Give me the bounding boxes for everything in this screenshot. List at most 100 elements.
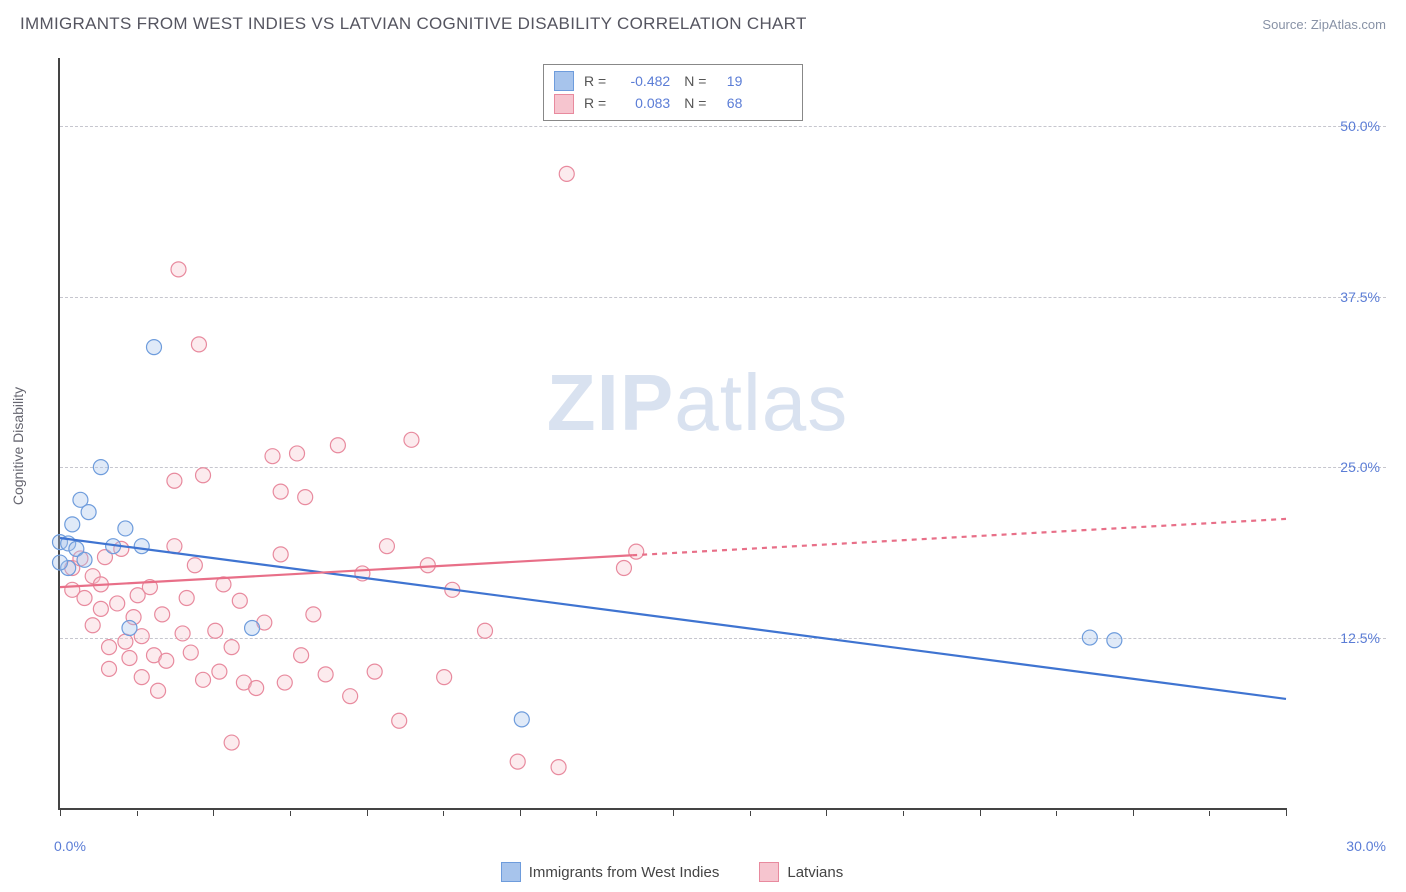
scatter-point	[404, 432, 419, 447]
scatter-point	[306, 607, 321, 622]
scatter-point	[379, 539, 394, 554]
scatter-point	[122, 621, 137, 636]
scatter-point	[551, 760, 566, 775]
legend-r-value: 0.083	[612, 92, 670, 114]
scatter-point	[1107, 633, 1122, 648]
scatter-point	[77, 591, 92, 606]
scatter-point	[118, 521, 133, 536]
scatter-point	[179, 591, 194, 606]
legend-n-label: N =	[684, 92, 706, 114]
scatter-point	[196, 468, 211, 483]
scatter-point	[616, 561, 631, 576]
scatter-point	[294, 648, 309, 663]
y-axis-label: Cognitive Disability	[10, 387, 26, 505]
legend-swatch-pink	[759, 862, 779, 882]
scatter-point	[167, 473, 182, 488]
x-axis-min-label: 0.0%	[54, 838, 86, 854]
scatter-point	[290, 446, 305, 461]
scatter-point	[265, 449, 280, 464]
scatter-point	[478, 623, 493, 638]
scatter-point	[367, 664, 382, 679]
legend-r-label: R =	[584, 70, 606, 92]
x-axis-max-label: 30.0%	[1346, 838, 1386, 854]
legend-n-label: N =	[684, 70, 706, 92]
legend-swatch-blue	[554, 71, 574, 91]
scatter-point	[187, 558, 202, 573]
legend-item: Immigrants from West Indies	[501, 862, 720, 882]
scatter-point	[232, 593, 247, 608]
legend-label: Immigrants from West Indies	[529, 864, 720, 881]
y-tick-label: 12.5%	[1340, 630, 1380, 646]
scatter-point	[151, 683, 166, 698]
source-attribution: Source: ZipAtlas.com	[1262, 17, 1386, 32]
scatter-point	[110, 596, 125, 611]
scatter-point	[1082, 630, 1097, 645]
legend-r-label: R =	[584, 92, 606, 114]
trend-line	[60, 555, 632, 587]
scatter-point	[298, 490, 313, 505]
scatter-point	[122, 651, 137, 666]
scatter-point	[245, 621, 260, 636]
scatter-point	[224, 735, 239, 750]
scatter-point	[212, 664, 227, 679]
scatter-point	[155, 607, 170, 622]
scatter-point	[93, 601, 108, 616]
series-legend: Immigrants from West Indies Latvians	[58, 862, 1286, 882]
legend-item: Latvians	[759, 862, 843, 882]
scatter-point	[392, 713, 407, 728]
scatter-point	[65, 517, 80, 532]
y-tick-label: 25.0%	[1340, 459, 1380, 475]
trend-line-extrapolated	[632, 519, 1286, 555]
scatter-point	[559, 166, 574, 181]
legend-n-value: 68	[712, 92, 742, 114]
scatter-point	[175, 626, 190, 641]
source-link[interactable]: ZipAtlas.com	[1311, 17, 1386, 32]
chart-container: IMMIGRANTS FROM WEST INDIES VS LATVIAN C…	[0, 0, 1406, 892]
scatter-point	[102, 661, 117, 676]
chart-header: IMMIGRANTS FROM WEST INDIES VS LATVIAN C…	[0, 0, 1406, 40]
scatter-point	[191, 337, 206, 352]
legend-r-value: -0.482	[612, 70, 670, 92]
scatter-point	[514, 712, 529, 727]
scatter-point	[134, 670, 149, 685]
legend-label: Latvians	[787, 864, 843, 881]
scatter-point	[85, 618, 100, 633]
scatter-point	[146, 340, 161, 355]
scatter-point	[318, 667, 333, 682]
scatter-point	[277, 675, 292, 690]
scatter-point	[330, 438, 345, 453]
scatter-point	[196, 672, 211, 687]
scatter-point	[134, 539, 149, 554]
scatter-point	[93, 460, 108, 475]
legend-row: R = -0.482 N = 19	[554, 70, 792, 92]
scatter-point	[437, 670, 452, 685]
legend-row: R = 0.083 N = 68	[554, 92, 792, 114]
scatter-point	[510, 754, 525, 769]
scatter-point	[118, 634, 133, 649]
scatter-point	[343, 689, 358, 704]
scatter-point	[159, 653, 174, 668]
correlation-legend: R = -0.482 N = 19 R = 0.083 N = 68	[543, 64, 803, 121]
legend-n-value: 19	[712, 70, 742, 92]
y-tick-label: 50.0%	[1340, 118, 1380, 134]
chart-title: IMMIGRANTS FROM WEST INDIES VS LATVIAN C…	[20, 14, 807, 34]
plot-svg	[60, 58, 1286, 808]
legend-swatch-pink	[554, 94, 574, 114]
source-label: Source:	[1262, 17, 1307, 32]
scatter-point	[183, 645, 198, 660]
scatter-point	[249, 681, 264, 696]
scatter-point	[224, 640, 239, 655]
scatter-point	[53, 555, 68, 570]
scatter-point	[208, 623, 223, 638]
axes-box: ZIPatlas R = -0.482 N = 19 R = 0.083 N =…	[58, 58, 1286, 810]
scatter-point	[629, 544, 644, 559]
scatter-point	[273, 484, 288, 499]
scatter-point	[81, 505, 96, 520]
scatter-point	[273, 547, 288, 562]
legend-swatch-blue	[501, 862, 521, 882]
plot-area: Cognitive Disability ZIPatlas R = -0.482…	[34, 58, 1386, 834]
scatter-point	[77, 552, 92, 567]
y-tick-label: 37.5%	[1340, 289, 1380, 305]
scatter-point	[102, 640, 117, 655]
scatter-point	[171, 262, 186, 277]
